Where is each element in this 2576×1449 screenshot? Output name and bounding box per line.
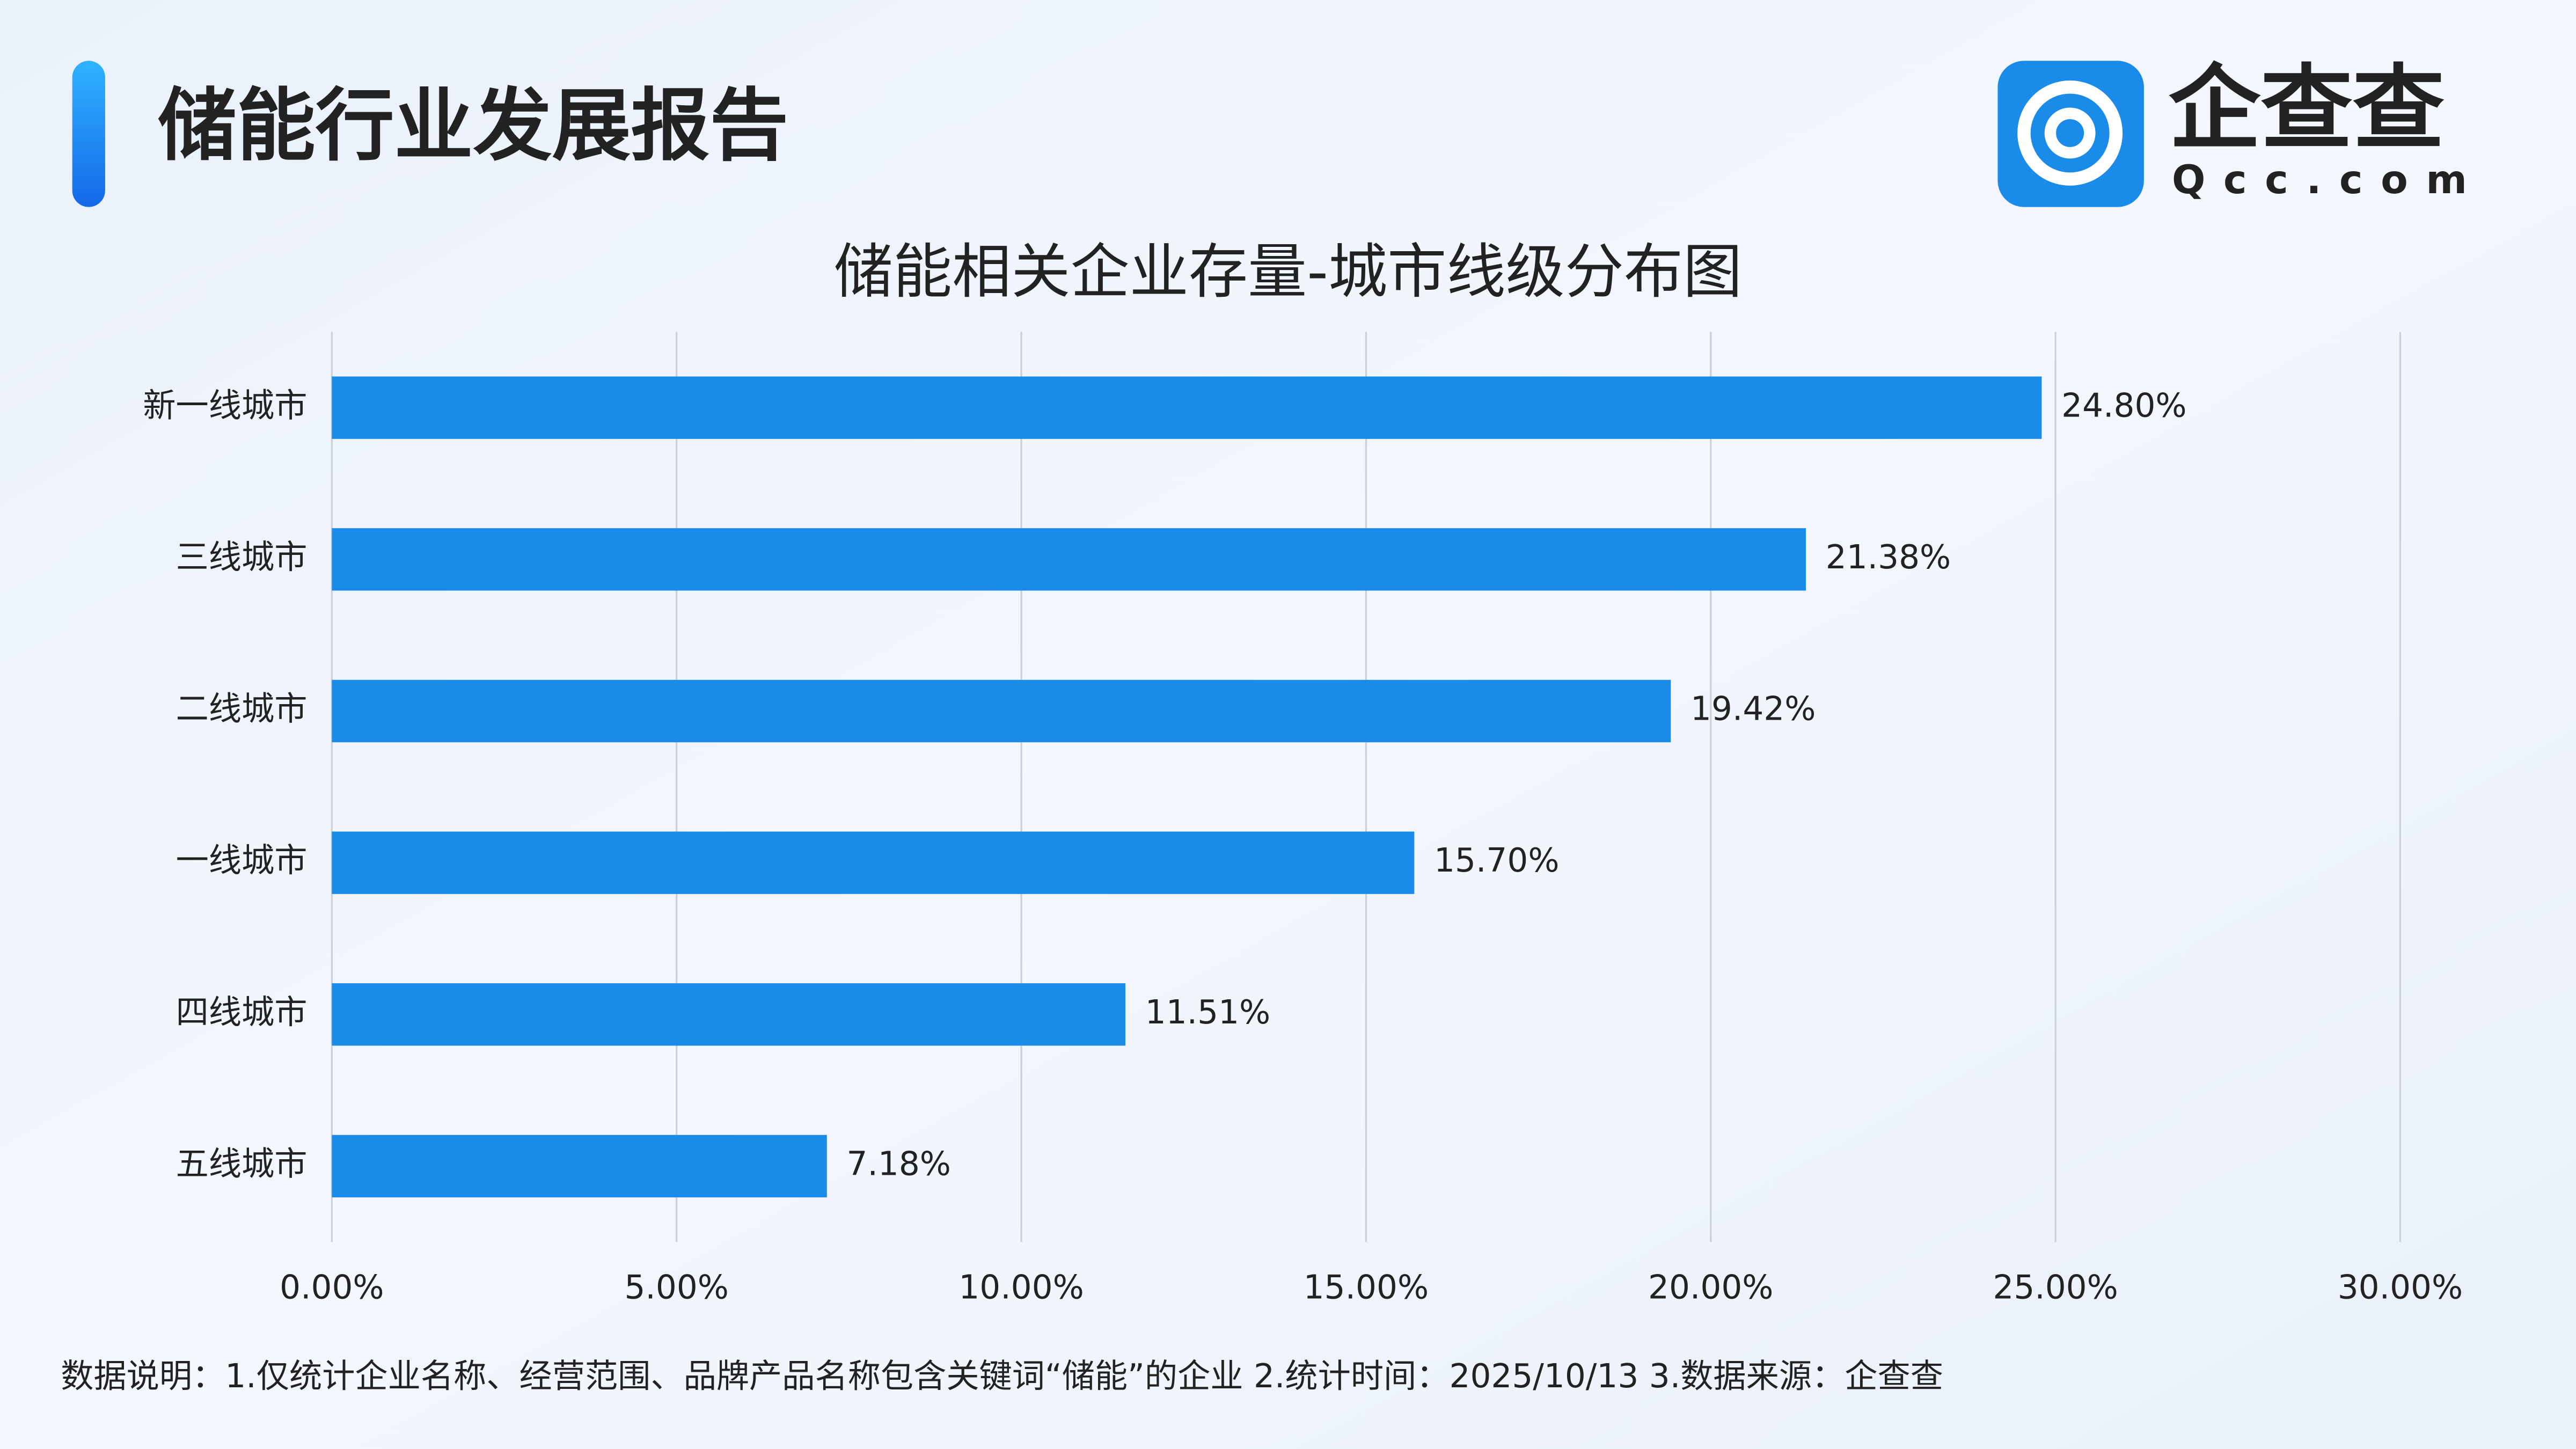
value-label: 15.70%: [1434, 841, 1559, 880]
bar: [332, 376, 2042, 439]
bar: [332, 831, 1415, 894]
x-tick-label: 10.00%: [958, 1269, 1084, 1307]
y-tick-label: 新一线城市: [143, 386, 307, 425]
x-tick-label: 0.00%: [280, 1269, 384, 1307]
bar: [332, 679, 1671, 743]
value-label: 7.18%: [847, 1145, 951, 1183]
bar: [332, 983, 1126, 1046]
y-tick-label: 五线城市: [176, 1145, 308, 1183]
logo-ring: [2017, 80, 2123, 186]
bar: [332, 1135, 827, 1198]
accent-bar: [72, 61, 105, 207]
footnote: 数据说明：1.仅统计企业名称、经营范围、品牌产品名称包含关键词“储能”的企业 2…: [61, 1357, 1943, 1395]
y-tick-label: 二线城市: [176, 690, 308, 728]
page-title: 储能行业发展报告: [158, 80, 788, 172]
chart-title: 储能相关企业存量-城市线级分布图: [834, 238, 1743, 306]
x-tick-label: 25.00%: [1993, 1269, 2118, 1307]
y-tick-label: 三线城市: [176, 538, 308, 576]
x-tick-label: 15.00%: [1304, 1269, 1429, 1307]
value-label: 19.42%: [1690, 690, 1816, 728]
value-label: 11.51%: [1145, 993, 1270, 1031]
y-tick-label: 一线城市: [176, 841, 308, 880]
x-tick-label: 30.00%: [2338, 1269, 2463, 1307]
x-tick-label: 5.00%: [624, 1269, 728, 1307]
x-tick-label: 20.00%: [1648, 1269, 1773, 1307]
logo-name: 企查查: [2169, 55, 2445, 162]
bar: [332, 528, 1806, 591]
logo-domain: Qcc.com: [2172, 157, 2485, 203]
logo-core: [2044, 107, 2096, 159]
value-label: 21.38%: [1826, 538, 1951, 576]
logo: 企查查 Qcc.com: [1997, 55, 2485, 207]
y-tick-label: 四线城市: [176, 993, 308, 1031]
value-label: 24.80%: [2061, 386, 2186, 425]
